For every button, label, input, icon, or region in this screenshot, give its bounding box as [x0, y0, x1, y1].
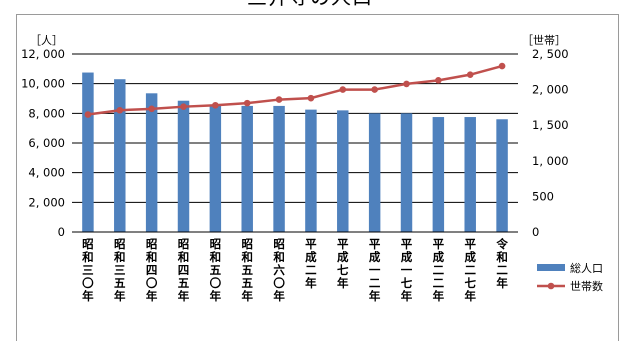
- bar: [145, 93, 158, 232]
- line-layer: [84, 62, 506, 118]
- y-left-tick-label: 10, 000: [21, 77, 65, 91]
- x-tick-label: 昭和五五年: [241, 237, 253, 303]
- y-right-tick-label: 2, 500: [532, 47, 569, 61]
- y-left-unit: ［人］: [30, 34, 63, 47]
- x-tick-label: 昭和五〇年: [210, 237, 222, 303]
- y-left-tick-label: 0: [58, 225, 65, 239]
- line-point: [180, 103, 187, 110]
- line-point: [116, 106, 124, 114]
- x-tick-label: 平成一七年: [401, 237, 413, 303]
- bar: [273, 105, 285, 232]
- line-point: [84, 111, 92, 118]
- bar: [114, 79, 126, 232]
- bar: [305, 109, 317, 232]
- y-left-tick-label: 6, 000: [28, 136, 65, 150]
- y-left-tick-label: 8, 000: [28, 106, 65, 120]
- bar: [209, 105, 222, 232]
- chart-title: 三井寺の人口: [0, 0, 620, 10]
- y-right-tick-label: 0: [532, 225, 539, 239]
- x-tick-label: 昭和四〇年: [146, 237, 158, 303]
- y-right-unit: ［世帯］: [522, 34, 566, 47]
- x-tick-label: 昭和三〇年: [82, 237, 94, 303]
- x-tick-label: 平成二七年: [464, 237, 476, 303]
- legend-label: 総人口: [570, 261, 603, 275]
- bar: [432, 117, 445, 232]
- bar-layer: [82, 72, 508, 233]
- line-point: [371, 86, 378, 93]
- line-point: [403, 80, 410, 88]
- y-left-tick-label: 2, 000: [28, 195, 65, 209]
- y-right-tick-label: 2, 000: [532, 83, 569, 97]
- y-left-tick-label: 4, 000: [28, 166, 65, 180]
- bar: [464, 117, 476, 232]
- x-tick-label: 平成七年: [337, 237, 349, 290]
- y-right-tick-label: 500: [532, 189, 554, 203]
- line-point: [243, 99, 251, 107]
- bar: [496, 119, 508, 232]
- bar: [337, 110, 349, 232]
- bar: [82, 72, 94, 233]
- x-tick-label: 昭和四五年: [178, 237, 190, 303]
- x-tick-label: 昭和六〇年: [273, 237, 285, 303]
- x-tick-label: 昭和三五年: [114, 237, 126, 303]
- axis-layer: 0 2, 000 4, 000 6, 000 8, 000 10, 000 12, 000 0…: [21, 34, 568, 303]
- line-point: [466, 71, 474, 78]
- bar: [177, 100, 190, 232]
- line-point: [435, 77, 442, 84]
- line-point: [307, 94, 315, 102]
- y-left-tick-label: 12, 000: [21, 47, 65, 61]
- x-tick-label: 平成二年: [305, 237, 317, 290]
- legend-label: 世帯数: [570, 280, 603, 293]
- bar: [368, 113, 381, 232]
- legend-swatch-bar: [537, 264, 565, 271]
- y-right-tick-label: 1, 000: [532, 154, 569, 168]
- line-point: [498, 62, 506, 70]
- x-tick-label: 平成二二年: [433, 237, 445, 303]
- x-tick-label: 平成一二年: [369, 237, 381, 303]
- line-point: [275, 96, 283, 103]
- grid-layer: [72, 53, 518, 203]
- bar: [400, 113, 413, 232]
- line-point: [212, 101, 219, 109]
- x-tick-label: 令和二年: [495, 237, 508, 290]
- chart-frame: [16, 14, 619, 341]
- line-point: [339, 86, 347, 93]
- legend-swatch-marker: [547, 282, 555, 290]
- line-series: [87, 64, 503, 116]
- y-right-tick-label: 1, 500: [532, 118, 569, 132]
- line-point: [148, 105, 155, 113]
- bar: [241, 105, 253, 232]
